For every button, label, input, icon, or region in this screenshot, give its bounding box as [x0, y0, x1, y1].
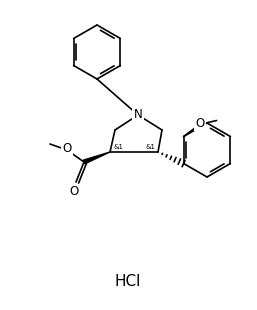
- Text: &1: &1: [145, 144, 155, 150]
- Text: O: O: [195, 117, 204, 130]
- Text: O: O: [62, 143, 72, 156]
- Text: &1: &1: [114, 144, 124, 150]
- Polygon shape: [83, 152, 110, 164]
- Text: HCl: HCl: [115, 274, 141, 290]
- Text: O: O: [69, 185, 79, 198]
- Text: N: N: [134, 108, 142, 122]
